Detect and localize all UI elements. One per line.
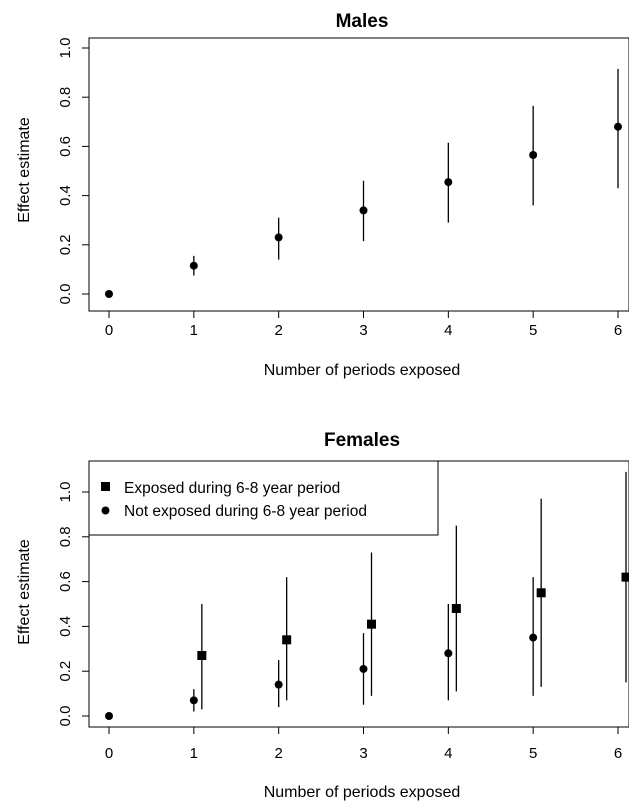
females-y-axis-label: Effect estimate [16, 539, 33, 645]
females-y-tick-label: 0.2 [57, 661, 74, 682]
males-x-tick-label: 5 [529, 322, 537, 339]
females-point-circle [529, 633, 538, 642]
legend-square-marker [101, 482, 110, 491]
females-marks [105, 471, 629, 720]
males-y-tick-label: 0.8 [57, 87, 74, 108]
females-x-tick-label: 0 [105, 745, 113, 762]
males-y-tick-label: 0.6 [57, 136, 74, 157]
males-axes: 0 1 2 3 4 5 6 0.0 0.2 0.4 0.6 0.8 1.0 [57, 38, 622, 339]
females-x-tick-label: 4 [444, 745, 452, 762]
females-x-tick-label: 6 [614, 745, 622, 762]
males-point-circle [614, 122, 622, 131]
males-x-axis-label: Number of periods exposed [264, 362, 461, 379]
legend-box [88, 460, 439, 536]
females-x-tick-label: 3 [359, 745, 367, 762]
males-x-tick-label: 0 [105, 322, 113, 339]
males-plot-frame [88, 37, 629, 312]
males-y-tick-label: 0.2 [57, 234, 74, 255]
males-x-tick-label: 4 [444, 322, 452, 339]
females-y-tick-label: 0.0 [57, 706, 74, 727]
males-point-circle [189, 261, 198, 270]
females-title: Females [324, 430, 400, 451]
females-point-circle [189, 696, 198, 705]
females-point-circle [444, 649, 453, 658]
males-x-tick-label: 3 [359, 322, 367, 339]
males-panel: Males Number of periods exposed Effect e… [16, 11, 629, 379]
females-panel: Females Number of periods exposed Effect… [16, 430, 629, 801]
males-x-tick-label: 1 [190, 322, 198, 339]
males-point-circle [105, 290, 113, 298]
females-x-tick-label: 1 [190, 745, 198, 762]
females-point-square [282, 635, 292, 645]
females-point-circle [359, 664, 368, 673]
legend-label-not-exposed: Not exposed during 6-8 year period [124, 503, 367, 520]
females-axes: 0 1 2 3 4 5 6 0.0 0.2 0.4 0.6 0.8 1.0 [57, 482, 622, 762]
males-y-tick-label: 1.0 [57, 38, 74, 59]
females-legend: Exposed during 6-8 year period Not expos… [88, 460, 439, 536]
females-x-tick-label: 5 [529, 745, 537, 762]
males-y-axis-label: Effect estimate [16, 117, 33, 223]
males-point-circle [444, 178, 453, 187]
legend-circle-marker [101, 506, 110, 515]
females-point-square [367, 619, 376, 629]
females-point-circle [274, 680, 283, 689]
females-point-square [621, 572, 629, 582]
males-y-tick-label: 0.0 [57, 284, 74, 305]
females-y-tick-label: 0.4 [57, 616, 74, 637]
legend-label-exposed: Exposed during 6-8 year period [124, 480, 340, 497]
females-point-circle [105, 712, 113, 720]
females-point-square [197, 651, 207, 661]
males-x-tick-label: 6 [614, 322, 622, 339]
females-y-tick-label: 0.6 [57, 571, 74, 592]
males-point-circle [359, 206, 368, 215]
females-x-tick-label: 2 [274, 745, 282, 762]
males-title: Males [336, 11, 389, 32]
females-y-tick-label: 0.8 [57, 526, 74, 547]
females-x-axis-label: Number of periods exposed [264, 784, 461, 801]
males-marks [105, 68, 622, 298]
males-point-circle [529, 151, 538, 160]
females-point-square [451, 603, 461, 613]
males-y-tick-label: 0.4 [57, 185, 74, 206]
females-point-square [536, 588, 546, 598]
females-y-tick-label: 1.0 [57, 482, 74, 503]
males-x-tick-label: 2 [274, 322, 282, 339]
males-point-circle [274, 233, 283, 242]
